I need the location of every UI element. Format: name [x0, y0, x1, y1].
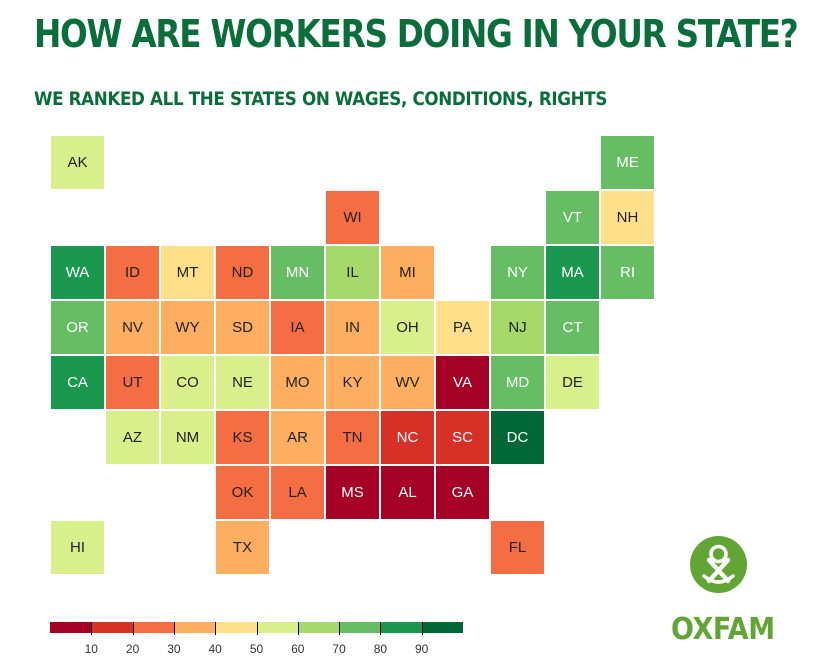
legend-tick-label: 50 — [249, 642, 264, 656]
state-tile-in: IN — [325, 300, 380, 355]
legend-tick — [297, 622, 299, 635]
legend-tick-label: 10 — [84, 642, 98, 656]
state-tile-nm: NM — [160, 410, 215, 465]
state-tile-ny: NY — [490, 245, 545, 300]
legend-swatch — [173, 622, 216, 633]
state-tile-co: CO — [160, 355, 215, 410]
state-tile-de: DE — [545, 355, 600, 410]
state-tile-wy: WY — [160, 300, 215, 355]
page-title: HOW ARE WORKERS DOING IN YOUR STATE? — [34, 12, 799, 56]
state-tile-or: OR — [50, 300, 105, 355]
state-tile-ky: KY — [325, 355, 380, 410]
legend-tick — [421, 622, 423, 635]
oxfam-logo: OXFAM — [669, 536, 779, 656]
state-tile-ut: UT — [105, 355, 160, 410]
state-tile-ca: CA — [50, 355, 105, 410]
state-tile-pa: PA — [435, 300, 490, 355]
legend-tick-label: 90 — [415, 642, 429, 656]
state-tile-sd: SD — [215, 300, 270, 355]
state-tile-ct: CT — [545, 300, 600, 355]
state-tile-il: IL — [325, 245, 380, 300]
legend-tick-label: 70 — [332, 642, 346, 656]
oxfam-logo-text: OXFAM — [671, 612, 775, 647]
state-tile-dc: DC — [490, 410, 545, 465]
legend-swatch — [297, 622, 340, 633]
state-tile-ms: MS — [325, 465, 380, 520]
state-tile-hi: HI — [50, 520, 105, 575]
oxfam-logo-circle — [690, 536, 747, 593]
legend-tick — [173, 622, 175, 635]
state-tile-mn: MN — [270, 245, 325, 300]
state-tile-mi: MI — [380, 245, 435, 300]
state-tile-wi: WI — [325, 190, 380, 245]
color-scale-legend: 10 20 30 40 50 60 70 80 90 — [50, 622, 464, 662]
legend-tick-label: 20 — [125, 642, 140, 656]
legend-swatch — [91, 622, 134, 633]
state-tile-nj: NJ — [490, 300, 545, 355]
legend-swatch — [215, 622, 257, 633]
state-tile-va: VA — [435, 355, 490, 410]
page-subtitle: WE RANKED ALL THE STATES ON WAGES, CONDI… — [34, 88, 608, 110]
state-tile-ar: AR — [270, 410, 325, 465]
state-tile-la: LA — [270, 465, 325, 520]
state-tile-mt: MT — [160, 245, 215, 300]
state-tile-nc: NC — [380, 410, 435, 465]
legend-swatch — [421, 622, 464, 633]
state-tile-az: AZ — [105, 410, 160, 465]
legend-tick — [339, 622, 341, 635]
legend-tick — [91, 622, 93, 635]
state-tile-id: ID — [105, 245, 160, 300]
state-tile-me: ME — [600, 135, 655, 190]
legend-tick — [215, 622, 217, 635]
state-tile-oh: OH — [380, 300, 435, 355]
state-tile-nv: NV — [105, 300, 160, 355]
state-tile-wv: WV — [380, 355, 435, 410]
legend-tick-label: 40 — [208, 642, 222, 656]
legend-swatch — [380, 622, 423, 633]
state-tile-ks: KS — [215, 410, 270, 465]
state-tile-fl: FL — [490, 520, 545, 575]
legend-tick-label: 30 — [167, 642, 181, 656]
legend-tick-label: 60 — [291, 642, 305, 656]
legend-tick — [380, 622, 382, 635]
state-tile-ak: AK — [50, 135, 105, 190]
state-tile-ia: IA — [270, 300, 325, 355]
state-tile-tn: TN — [325, 410, 380, 465]
legend-swatch — [132, 622, 175, 633]
state-tile-ne: NE — [215, 355, 270, 410]
state-tile-mo: MO — [270, 355, 325, 410]
state-tile-ri: RI — [600, 245, 655, 300]
state-tile-ok: OK — [215, 465, 270, 520]
state-tile-nd: ND — [215, 245, 270, 300]
legend-tick-label: 80 — [373, 642, 388, 656]
state-tile-al: AL — [380, 465, 435, 520]
legend-tick — [132, 622, 134, 635]
state-tile-nh: NH — [600, 190, 655, 245]
state-tile-tx: TX — [215, 520, 270, 575]
state-tile-md: MD — [490, 355, 545, 410]
state-tile-sc: SC — [435, 410, 490, 465]
legend-swatch — [256, 622, 299, 633]
legend-tick — [256, 622, 258, 635]
legend-swatch — [50, 622, 92, 633]
oxfam-figure-icon — [702, 544, 735, 584]
legend-swatch — [339, 622, 381, 633]
state-tile-ma: MA — [545, 245, 600, 300]
state-tile-ga: GA — [435, 465, 490, 520]
state-tile-vt: VT — [545, 190, 600, 245]
state-tile-wa: WA — [50, 245, 105, 300]
